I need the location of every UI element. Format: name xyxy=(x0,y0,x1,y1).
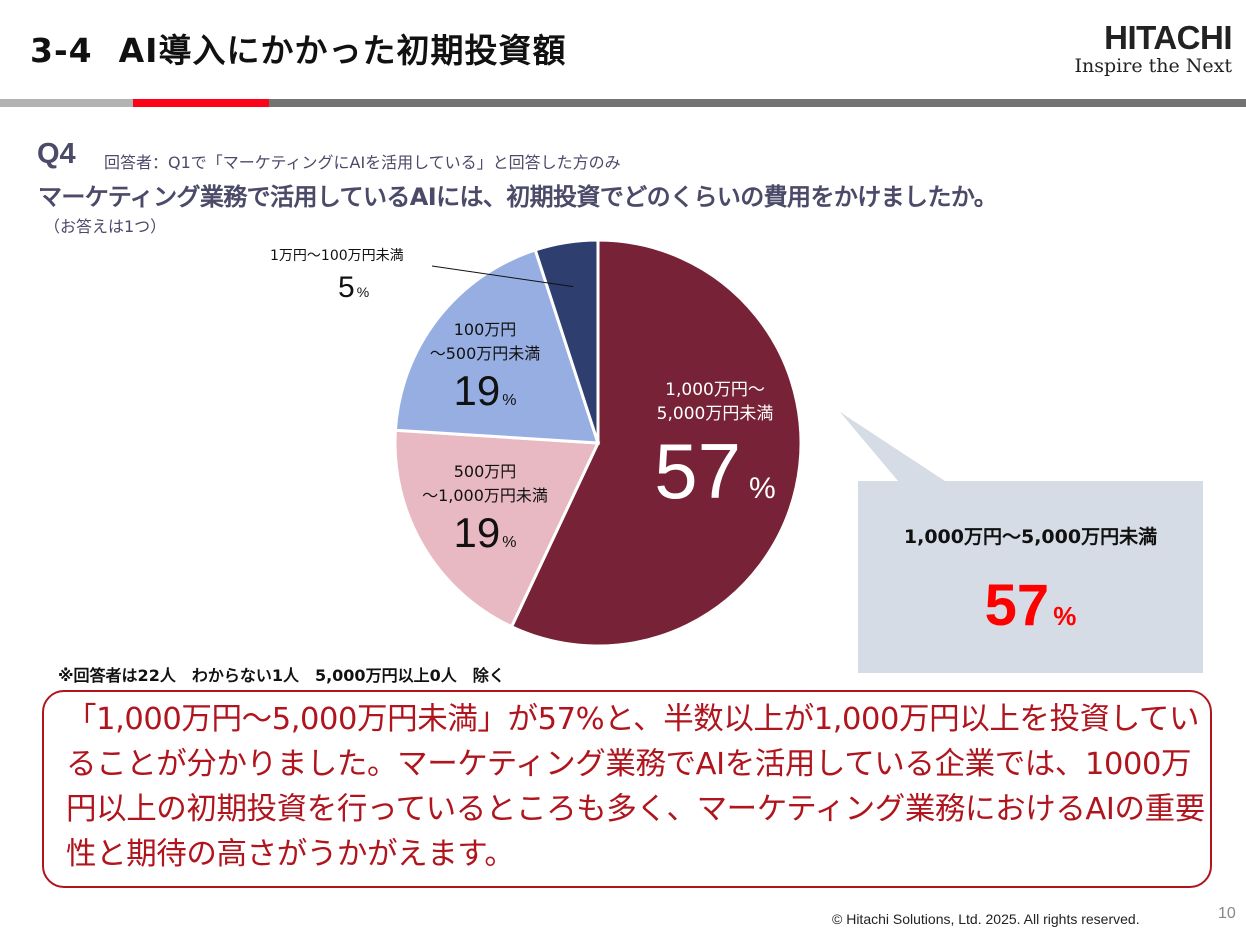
answer-note: （お答えは1つ） xyxy=(44,217,167,236)
slice-value: 5% xyxy=(270,268,445,312)
page-number: 10 xyxy=(1218,905,1236,922)
slice-value: 57% xyxy=(630,426,800,534)
slice-label-1-100: 1万円～100万円未満 5% xyxy=(270,244,445,312)
slice-category: 100万円 xyxy=(453,320,517,339)
logo-brand: HITACHI xyxy=(1104,19,1232,56)
slice-value-number: 19 xyxy=(453,509,501,556)
callout-value: 57% xyxy=(858,572,1203,639)
section-number: 3-4 xyxy=(30,31,93,70)
summary-text: 「1,000万円～5,000万円未満」が57%と、半数以上が1,000万円以上を… xyxy=(66,702,1205,872)
summary-box xyxy=(42,690,1212,888)
callout-box xyxy=(858,481,1203,673)
slice-value-number: 19 xyxy=(453,367,501,414)
slice-value-number: 5 xyxy=(338,271,355,304)
question-text: マーケティング業務で活用しているAIには、初期投資でどのくらいの費用をかけました… xyxy=(38,183,998,211)
header-divider-gray-right xyxy=(269,99,1246,107)
respondent-footnote: ※回答者は22人 わからない1人 5,000万円以上0人 除く xyxy=(58,666,505,685)
pie-slices xyxy=(393,238,803,648)
header-divider-red xyxy=(133,99,269,107)
pie-slice-1 xyxy=(393,428,601,629)
slice-unit: % xyxy=(502,392,517,409)
callout-category: 1,000万円～5,000万円未満 xyxy=(903,526,1158,548)
pie-slice-2 xyxy=(393,248,601,445)
slice-label-100-500: 100万円 ～500万円未満 19% xyxy=(405,318,565,426)
pie-slice-0 xyxy=(509,238,803,648)
slice-category: 1,000万円～ xyxy=(665,380,765,400)
copyright: © Hitachi Solutions, Ltd. 2025. All righ… xyxy=(832,911,1140,927)
header-divider-gray-left xyxy=(0,99,133,107)
callout-tail xyxy=(840,412,945,481)
slice-value-number: 57 xyxy=(654,427,742,515)
respondent-condition: 回答者：Q1で「マーケティングにAIを活用している」と回答した方のみ xyxy=(104,153,621,172)
slice-category-line2: 5,000万円未満 xyxy=(656,404,774,424)
slice-category: 1万円～100万円未満 xyxy=(270,248,404,264)
hitachi-logo: HITACHI Inspire the Next xyxy=(1074,19,1233,78)
slice-label-500-1000: 500万円 ～1,000万円未満 19% xyxy=(400,460,570,568)
slice-label-1000-5000: 1,000万円～ 5,000万円未満 57% xyxy=(630,378,800,534)
slice-category: 500万円 xyxy=(453,462,517,481)
slice-category-line2: ～500万円未満 xyxy=(429,344,541,363)
slice-unit: % xyxy=(502,534,517,551)
pie-slice-3 xyxy=(533,238,600,444)
question-number: Q4 xyxy=(37,138,76,170)
callout-unit: % xyxy=(1053,601,1077,631)
slice-unit: % xyxy=(356,284,370,300)
slide-title: 3-4 AI導入にかかった初期投資額 xyxy=(30,24,566,72)
slice-category-line2: ～1,000万円未満 xyxy=(422,486,548,505)
callout-value-number: 57 xyxy=(984,573,1050,638)
slice-value: 19% xyxy=(405,366,565,426)
leader-line xyxy=(431,265,574,288)
slice-value: 19% xyxy=(400,508,570,568)
slice-unit: % xyxy=(749,472,776,505)
logo-tagline: Inspire the Next xyxy=(1074,55,1232,77)
title-text: AI導入にかかった初期投資額 xyxy=(118,31,567,70)
